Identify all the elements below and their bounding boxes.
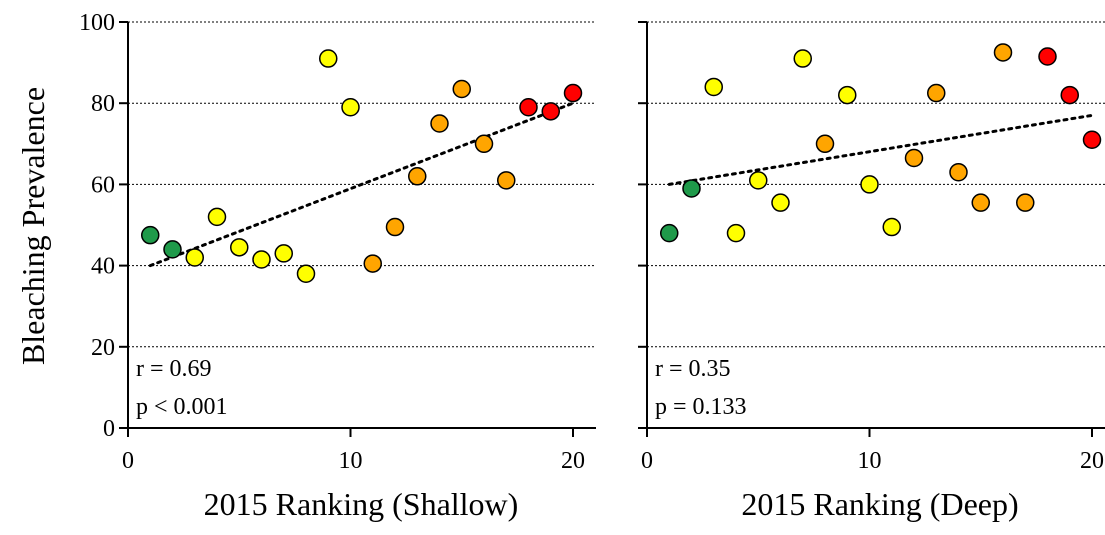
data-point (1016, 193, 1035, 212)
y-tick-label: 80 (91, 91, 115, 117)
y-tick-label: 0 (103, 416, 115, 442)
data-point (882, 217, 901, 237)
deep-panel: 0 10 20 r = 0.35 p = 0.133 (638, 21, 1105, 474)
y-tick-label: 20 (91, 335, 115, 361)
x-tick-label: 20 (1080, 448, 1104, 474)
data-point (563, 83, 583, 103)
x-tick-label: 20 (561, 448, 585, 474)
data-point (319, 49, 338, 68)
x-axis-title-deep: 2015 Ranking (Deep) (741, 486, 1018, 522)
data-point (252, 250, 271, 269)
x-axis-title-shallow: 2015 Ranking (Shallow) (204, 486, 519, 522)
y-tick-label: 60 (91, 172, 115, 198)
data-point (408, 167, 427, 186)
data-point (927, 83, 946, 103)
data-point (949, 162, 968, 182)
data-point (341, 98, 360, 117)
data-point (497, 171, 516, 190)
data-point (1082, 130, 1102, 149)
data-point (430, 114, 449, 133)
p-value: p < 0.001 (136, 394, 228, 420)
data-point (296, 264, 316, 283)
data-point (971, 193, 990, 212)
data-point (726, 223, 746, 243)
data-point (704, 77, 723, 97)
data-point (363, 254, 382, 273)
trend-line (148, 101, 575, 268)
data-point (860, 175, 879, 194)
data-point (793, 49, 812, 68)
data-point (163, 240, 182, 259)
data-point (771, 193, 790, 212)
data-point (141, 225, 160, 245)
y-axis-title: Bleaching Prevalence (15, 87, 51, 365)
y-tick-label: 40 (91, 254, 115, 280)
data-point (519, 98, 538, 117)
x-tick-label: 0 (122, 448, 134, 474)
data-point (993, 43, 1013, 62)
data-point (385, 217, 405, 237)
y-tick-label: 100 (79, 10, 115, 36)
x-tick-label: 10 (858, 448, 882, 474)
data-point (541, 102, 560, 121)
data-point (904, 148, 924, 168)
r-value: r = 0.69 (136, 356, 212, 382)
data-point (660, 223, 679, 243)
data-point (749, 171, 768, 190)
data-point (230, 238, 249, 257)
data-point (207, 207, 227, 227)
data-point (474, 134, 494, 154)
shallow-panel: 0 20 40 60 80 100 0 10 20 r = 0.69 p < 0.001 (79, 10, 596, 474)
r-value: r = 0.35 (655, 356, 731, 382)
trend-line (667, 113, 1094, 186)
data-point (452, 79, 471, 99)
data-point (1038, 47, 1057, 66)
data-point (815, 134, 835, 154)
data-point (185, 248, 204, 267)
data-point (1060, 85, 1079, 105)
data-point (274, 244, 293, 263)
data-point (682, 179, 701, 198)
x-tick-label: 10 (339, 448, 363, 474)
p-value: p = 0.133 (655, 394, 747, 420)
data-point (838, 85, 857, 105)
x-tick-label: 0 (641, 448, 653, 474)
